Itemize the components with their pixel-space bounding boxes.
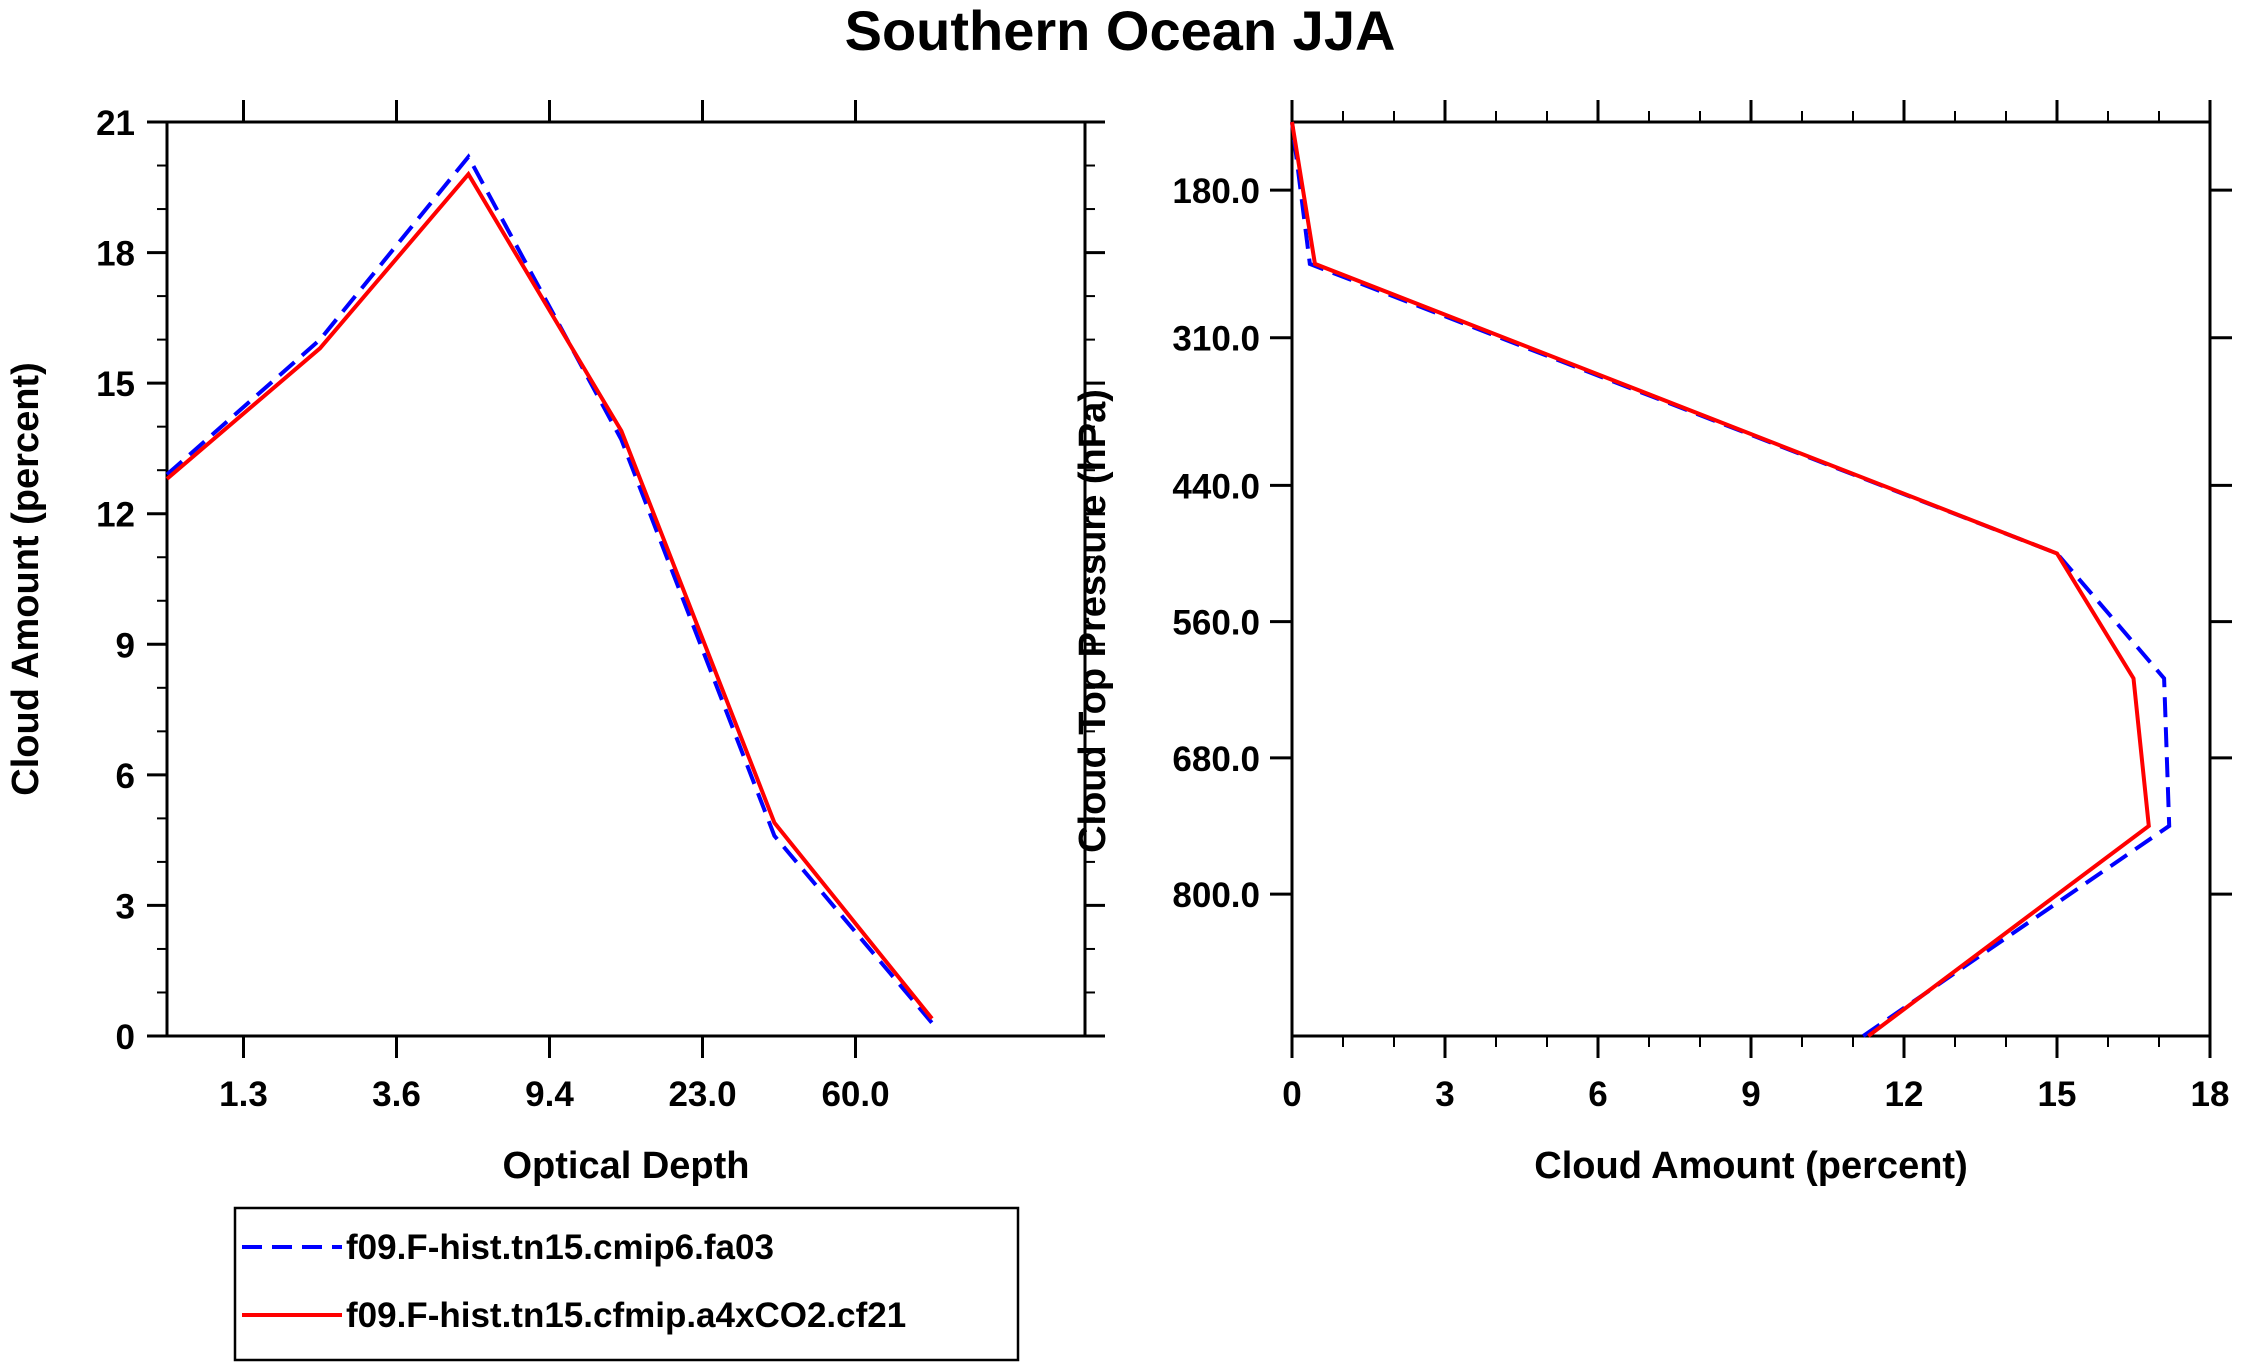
- left-x-tick-label: 9.4: [525, 1075, 574, 1114]
- right-y-tick-label: 440.0: [1172, 467, 1260, 506]
- legend-box: [233, 1206, 1020, 1362]
- right-y-tick-label: 680.0: [1172, 740, 1260, 779]
- figure-title: Southern Ocean JJA: [845, 0, 1396, 62]
- legend-label-series-1: f09.F-hist.tn15.cmip6.fa03: [346, 1228, 774, 1267]
- left-y-tick-label: 3: [116, 887, 135, 926]
- right-y-tick-label: 310.0: [1172, 320, 1260, 359]
- left-y-tick-label: 12: [96, 496, 135, 535]
- legend-label-series-2: f09.F-hist.tn15.cfmip.a4xCO2.cf21: [346, 1296, 906, 1335]
- legend: f09.F-hist.tn15.cmip6.fa03 f09.F-hist.tn…: [233, 1206, 1020, 1362]
- right-y-tick-label: 180.0: [1172, 172, 1260, 211]
- left-y-tick-label: 15: [96, 365, 135, 404]
- right-x-tick-label: 12: [1885, 1075, 1924, 1114]
- left-y-tick-label: 0: [116, 1018, 135, 1057]
- left-plot-frame: [165, 120, 1087, 1038]
- left-series-line-2: [165, 170, 934, 1020]
- right-panel-cloud-top-pressure: 0 3 6 9 12 15 18 180.0 310.0 440.0 560.0 680.0 800.0…: [1072, 100, 2232, 1187]
- left-y-tick-label: 21: [96, 104, 135, 143]
- left-x-tick-label: 1.3: [219, 1075, 268, 1114]
- right-x-tick-label: 0: [1282, 1075, 1301, 1114]
- left-x-tick-label: 60.0: [821, 1075, 889, 1114]
- right-x-tick-label: 3: [1435, 1075, 1454, 1114]
- right-x-axis-label: Cloud Amount (percent): [1534, 1145, 1967, 1187]
- right-x-tick-label: 6: [1588, 1075, 1607, 1114]
- right-x-tick-label: 15: [2038, 1075, 2077, 1114]
- right-y-tick-label: 800.0: [1172, 876, 1260, 915]
- left-y-axis-label: Cloud Amount (percent): [5, 362, 47, 795]
- left-y-tick-label: 18: [96, 235, 135, 274]
- right-series-line-2: [1290, 121, 2151, 1038]
- left-x-axis-label: Optical Depth: [502, 1145, 749, 1187]
- left-series-line-1: [165, 153, 934, 1025]
- right-x-tick-label: 18: [2191, 1075, 2230, 1114]
- right-series-line-1: [1290, 121, 2172, 1038]
- right-y-axis-label: Cloud Top Pressure (hPa): [1072, 389, 1114, 853]
- left-panel-optical-depth: 0 3 6 9 12 15 18 21 1.3 3.6 9.4 23.0 60.0 Optical Dep…: [5, 100, 1105, 1187]
- left-x-tick-label: 3.6: [372, 1075, 421, 1114]
- left-x-tick-label: 23.0: [668, 1075, 736, 1114]
- right-x-tick-label: 9: [1741, 1075, 1760, 1114]
- left-y-tick-label: 6: [116, 757, 135, 796]
- left-y-tick-label: 9: [116, 626, 135, 665]
- right-y-tick-label: 560.0: [1172, 604, 1260, 643]
